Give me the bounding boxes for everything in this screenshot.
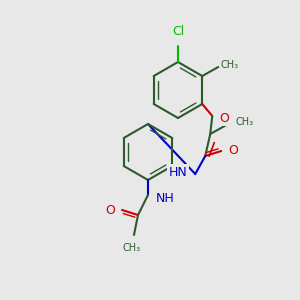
Text: O: O — [105, 203, 115, 217]
Text: HN: HN — [169, 166, 187, 178]
Text: CH₃: CH₃ — [235, 117, 254, 127]
Text: CH₃: CH₃ — [220, 60, 238, 70]
Text: NH: NH — [156, 193, 175, 206]
Text: CH₃: CH₃ — [123, 243, 141, 253]
Text: Cl: Cl — [172, 25, 184, 38]
Text: O: O — [219, 112, 229, 124]
Text: O: O — [228, 145, 238, 158]
